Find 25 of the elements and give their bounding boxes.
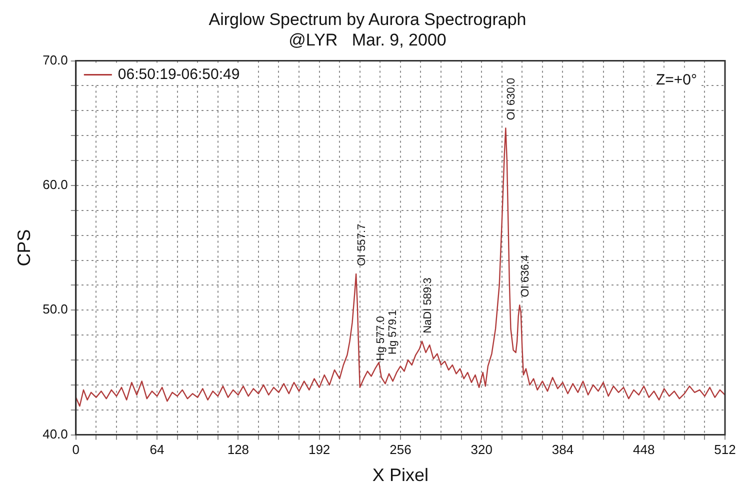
annotation: Z=+0° bbox=[656, 71, 697, 88]
y-axis-title: CPS bbox=[14, 229, 34, 266]
x-tick-label: 512 bbox=[714, 442, 736, 458]
x-tick-label: 256 bbox=[390, 442, 412, 458]
annotation: Hg 577.0 bbox=[375, 316, 388, 361]
chart-subtitle: @LYR Mar. 9, 2000 bbox=[288, 30, 446, 50]
x-axis-title: X Pixel bbox=[372, 465, 428, 486]
y-tick-label: 70.0 bbox=[42, 52, 68, 68]
x-tick-label: 384 bbox=[552, 442, 574, 458]
y-tick-label: 60.0 bbox=[42, 177, 68, 192]
x-tick-label: 192 bbox=[308, 442, 330, 458]
annotation: OI 557.7 bbox=[356, 224, 368, 266]
y-tick-label: 50.0 bbox=[42, 302, 68, 317]
x-tick-label: 320 bbox=[470, 442, 492, 458]
annotation: Hg 579.1 bbox=[387, 310, 400, 354]
x-tick-label: 128 bbox=[227, 442, 250, 458]
annotation: NaDI 589:3 bbox=[422, 278, 434, 334]
annotation: OI 630.0 bbox=[506, 78, 518, 120]
y-tick-label: 40.0 bbox=[42, 426, 68, 442]
x-tick-label: 448 bbox=[633, 442, 655, 458]
annotation: OI 636.4 bbox=[520, 254, 532, 298]
chart-title: Airglow Spectrum by Aurora Spectrograph bbox=[208, 10, 526, 29]
legend-label: 06:50:19-06:50:49 bbox=[118, 66, 240, 83]
x-tick-label: 0 bbox=[72, 442, 80, 458]
x-tick-label: 64 bbox=[150, 442, 164, 458]
